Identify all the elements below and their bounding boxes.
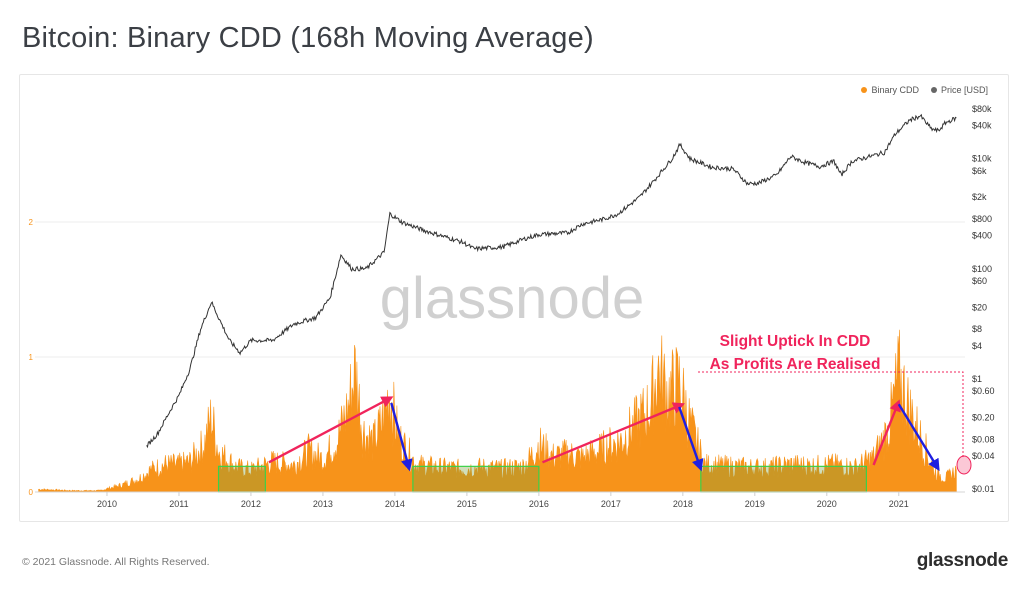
trend-arrow-2 bbox=[390, 402, 413, 472]
annotation-layer: Slight Uptick In CDD As Profits Are Real… bbox=[698, 333, 972, 475]
right-tick-label: $2k bbox=[972, 192, 987, 202]
highlight-box-2 bbox=[412, 465, 540, 493]
right-tick-label: $0.01 bbox=[972, 484, 995, 494]
trend-arrow-5 bbox=[872, 399, 901, 466]
x-tick-label: 2017 bbox=[601, 499, 621, 509]
highlight-box-layer bbox=[217, 465, 867, 493]
copyright-text: © 2021 Glassnode. All Rights Reserved. bbox=[22, 556, 210, 568]
right-tick-label: $20 bbox=[972, 302, 987, 312]
price-line bbox=[146, 113, 957, 449]
right-tick-label: $40k bbox=[972, 121, 992, 131]
trend-arrow-1 bbox=[268, 396, 394, 464]
trend-arrow-6 bbox=[897, 403, 940, 472]
highlight-box-1 bbox=[217, 465, 266, 493]
arrow-layer bbox=[268, 396, 940, 472]
chart-title: Bitcoin: Binary CDD (168h Moving Average… bbox=[22, 22, 594, 54]
right-tick-label: $8 bbox=[972, 324, 982, 334]
legend-item-price[interactable]: Price [USD] bbox=[930, 85, 988, 95]
annotation-line-1: Slight Uptick In CDD bbox=[720, 333, 871, 350]
annotation-line-2: As Profits Are Realised bbox=[710, 356, 881, 373]
x-tick-label: 2014 bbox=[385, 499, 405, 509]
right-tick-label: $0.04 bbox=[972, 451, 995, 461]
x-tick-label: 2021 bbox=[889, 499, 909, 509]
right-tick-label: $4 bbox=[972, 341, 982, 351]
trend-arrow-4 bbox=[678, 406, 704, 472]
x-tick-label: 2013 bbox=[313, 499, 333, 509]
x-tick-label: 2012 bbox=[241, 499, 261, 509]
x-tick-label: 2011 bbox=[169, 499, 188, 509]
right-tick-label: $10k bbox=[972, 154, 992, 164]
legend-dot-price bbox=[930, 87, 937, 93]
highlight-box-3 bbox=[700, 465, 867, 493]
price-series-layer bbox=[146, 113, 957, 449]
chart-panel bbox=[19, 74, 1009, 522]
right-tick-label: $80k bbox=[972, 104, 992, 114]
legend-dot-binary-cdd bbox=[861, 87, 868, 93]
x-tick-label: 2018 bbox=[673, 499, 693, 509]
brand-logo[interactable]: glassnode bbox=[916, 550, 1009, 571]
x-tick-label: 2015 bbox=[457, 499, 477, 509]
right-tick-label: $400 bbox=[972, 231, 992, 241]
right-tick-label: $0.60 bbox=[972, 386, 995, 396]
x-tick-label: 2010 bbox=[97, 499, 117, 509]
x-tick-label: 2020 bbox=[817, 499, 837, 509]
right-tick-label: $1 bbox=[972, 374, 982, 384]
cdd-series-layer bbox=[38, 329, 957, 493]
legend-label-binary-cdd: Binary CDD bbox=[871, 85, 919, 95]
legend-label-price: Price [USD] bbox=[940, 85, 988, 95]
left-tick-label: 2 bbox=[29, 218, 34, 227]
right-tick-label: $0.08 bbox=[972, 434, 995, 444]
right-tick-label: $0.20 bbox=[972, 412, 995, 422]
right-tick-label: $6k bbox=[972, 166, 987, 176]
axis-layer: 0 1 2 2010 2011 2012 2013 2014 2015 2016 2017 2018 2… bbox=[29, 104, 995, 509]
right-tick-label: $60 bbox=[972, 276, 987, 286]
left-tick-label: 0 bbox=[29, 488, 34, 497]
x-tick-label: 2019 bbox=[745, 499, 765, 509]
left-tick-label: 1 bbox=[29, 353, 34, 362]
right-tick-label: $100 bbox=[972, 264, 992, 274]
legend[interactable]: Binary CDD Price [USD] bbox=[861, 85, 988, 95]
legend-item-binary-cdd[interactable]: Binary CDD bbox=[861, 85, 919, 95]
watermark: glassnode bbox=[380, 266, 644, 331]
trend-arrow-3 bbox=[542, 402, 686, 464]
x-tick-label: 2016 bbox=[529, 499, 549, 509]
annotation-highlight-circle bbox=[956, 455, 972, 475]
right-tick-label: $800 bbox=[972, 214, 992, 224]
annotation-callout-line bbox=[698, 371, 964, 458]
cdd-area bbox=[38, 329, 957, 493]
